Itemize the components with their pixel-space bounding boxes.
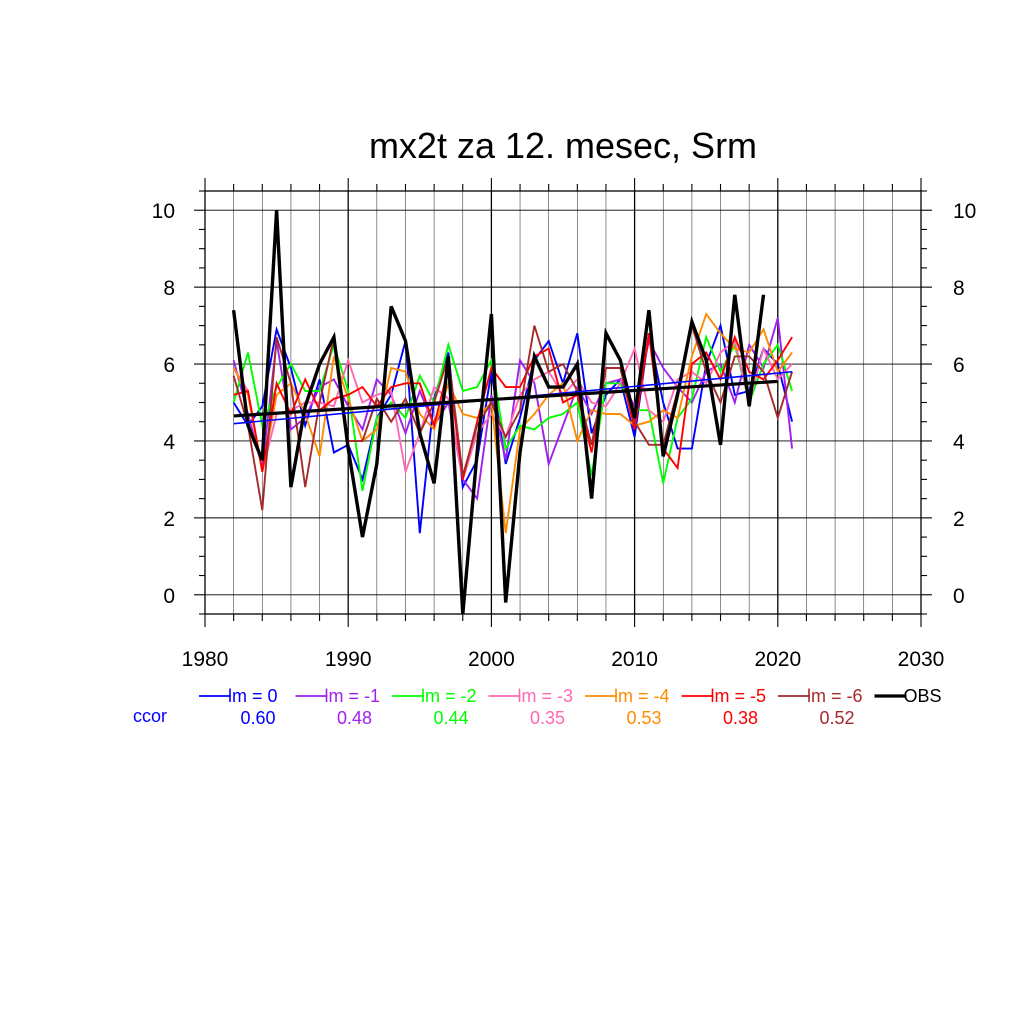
y-tick-label-right: 2 — [953, 508, 965, 531]
legend-label: lm = -1 — [325, 686, 381, 706]
y-tick-label-right: 6 — [953, 354, 965, 377]
legend-label: lm = -3 — [518, 686, 574, 706]
legend-ccor-value: 0.38 — [723, 708, 758, 728]
y-tick-label-left: 6 — [163, 354, 175, 377]
legend-label: lm = -6 — [807, 686, 863, 706]
plot-frame — [204, 190, 922, 615]
series-lines — [231, 210, 794, 615]
legend-ccor-value: 0.44 — [433, 708, 468, 728]
y-tick-label-left: 8 — [163, 277, 175, 300]
y-tick-label-left: 10 — [152, 200, 175, 223]
y-tick-label-right: 10 — [953, 200, 976, 223]
legend-label: lm = -4 — [614, 686, 670, 706]
y-tick-label-right: 8 — [953, 277, 965, 300]
tick-labels: 0 0 2 2 4 4 6 6 8 8 10 10 1980 1990 2000 2010 2020 2030 — [152, 200, 977, 671]
legend-ccor-value: 0.60 — [240, 708, 275, 728]
legend-ccor-value: 0.48 — [337, 708, 372, 728]
legend-label: OBS — [904, 686, 942, 706]
x-tick-label: 2030 — [898, 648, 945, 671]
chart-title: mx2t za 12. mesec, Srm — [369, 125, 757, 166]
series-line-obs — [231, 210, 766, 615]
legend-ccor-value: 0.35 — [530, 708, 565, 728]
x-tick-label: 2000 — [468, 648, 515, 671]
x-tick-label: 1980 — [182, 648, 229, 671]
series-line-lm-0 — [232, 322, 794, 534]
series-line-lm-4 — [232, 312, 793, 534]
series-line-lm-5 — [233, 333, 793, 480]
trend-lines — [233, 370, 793, 425]
series-line-lm-1 — [232, 317, 794, 502]
x-tick-label: 2020 — [754, 648, 801, 671]
x-tick-label: 1990 — [325, 648, 372, 671]
x-tick-label: 2010 — [611, 648, 658, 671]
legend-label: lm = -5 — [711, 686, 767, 706]
legend-ccor-value: 0.52 — [819, 708, 854, 728]
ccor-label: ccor — [133, 706, 167, 726]
y-tick-label-right: 0 — [953, 585, 965, 608]
legend-label: lm = -2 — [421, 686, 477, 706]
series-line-lm-6 — [232, 321, 794, 511]
y-tick-label-left: 2 — [163, 508, 175, 531]
axis-ticks — [194, 178, 932, 627]
legend-ccor-value: 0.53 — [626, 708, 661, 728]
trend-line-obs — [233, 379, 778, 418]
y-tick-label-left: 4 — [163, 431, 175, 454]
legend-label: lm = 0 — [228, 686, 278, 706]
y-tick-label-left: 0 — [163, 585, 175, 608]
y-tick-label-right: 4 — [953, 431, 965, 454]
